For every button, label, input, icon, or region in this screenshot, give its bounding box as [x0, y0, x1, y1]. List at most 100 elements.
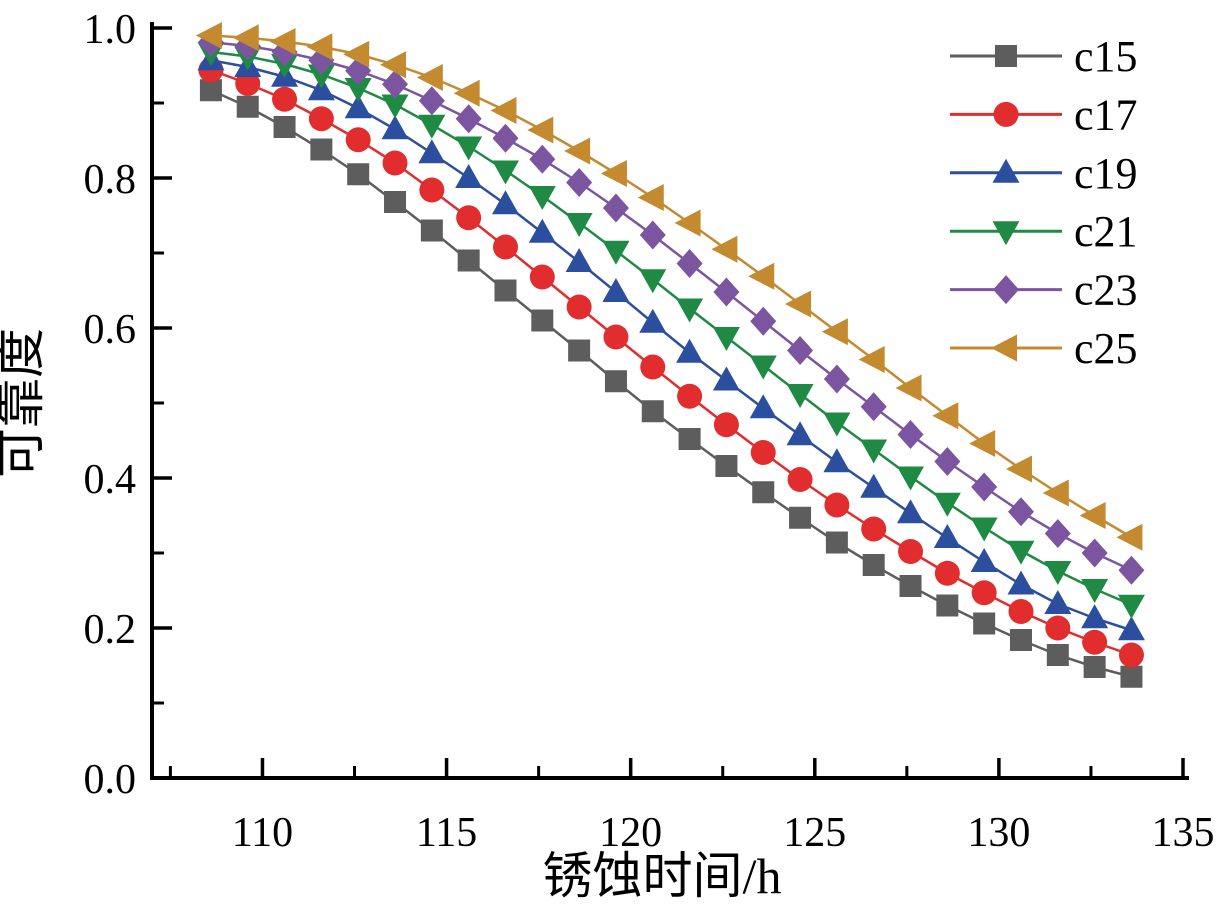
y-tick-label: 0.2 [84, 607, 137, 653]
legend-marker-c25 [991, 334, 1017, 362]
marker-c17 [1045, 615, 1071, 641]
marker-c25 [674, 209, 701, 237]
marker-c19 [1007, 570, 1035, 595]
marker-c15 [420, 219, 443, 242]
y-axis-title: 可靠度 [0, 328, 49, 478]
marker-c15 [604, 370, 627, 393]
legend-label-c15: c15 [1074, 32, 1138, 81]
marker-c21 [823, 412, 851, 437]
marker-c25 [527, 116, 554, 144]
marker-c21 [344, 78, 372, 102]
marker-c21 [418, 114, 446, 139]
marker-c23 [492, 123, 519, 153]
marker-c19 [897, 499, 925, 524]
marker-c25 [895, 374, 922, 402]
marker-c23 [418, 86, 445, 116]
marker-c23 [1081, 538, 1108, 568]
marker-c17 [677, 383, 703, 409]
marker-c21 [491, 160, 519, 185]
marker-c21 [455, 136, 483, 161]
marker-c15 [641, 400, 664, 423]
legend-marker-c23 [993, 275, 1019, 305]
marker-c17 [750, 440, 776, 465]
x-axis-title: 锈蚀时间/h [543, 848, 782, 904]
marker-c21 [860, 439, 888, 464]
marker-c23 [639, 220, 666, 250]
marker-c17 [1082, 629, 1108, 655]
marker-c21 [1044, 561, 1072, 585]
marker-c25 [564, 137, 591, 165]
legend-label-c19: c19 [1074, 149, 1138, 198]
marker-c23 [382, 69, 409, 99]
marker-c25 [306, 33, 333, 61]
marker-c23 [787, 336, 814, 365]
marker-c25 [748, 262, 775, 290]
marker-c17 [1008, 599, 1034, 624]
marker-c15 [899, 575, 922, 597]
marker-c15 [936, 594, 959, 617]
marker-c19 [1117, 616, 1145, 641]
series-c17 [198, 57, 1144, 668]
marker-c25 [416, 64, 443, 91]
legend-marker-c15 [995, 45, 1017, 67]
marker-c19 [1081, 604, 1109, 629]
marker-c25 [1079, 502, 1106, 529]
marker-c17 [235, 71, 261, 96]
legend-label-c25: c25 [1074, 324, 1138, 373]
marker-c25 [969, 430, 996, 457]
marker-c15 [457, 249, 480, 272]
marker-c15 [310, 138, 333, 161]
marker-c17 [566, 294, 592, 320]
marker-c23 [602, 193, 629, 223]
axis-layer: 110 115 120 125 130 135 0.0 0.2 0.4 0.6 0.8 1.0 [84, 7, 1215, 856]
marker-c17 [308, 106, 334, 132]
marker-c25 [453, 79, 480, 107]
marker-c15 [199, 79, 222, 102]
marker-c25 [232, 24, 259, 52]
marker-c21 [676, 298, 704, 323]
marker-c15 [1083, 656, 1106, 678]
marker-c25 [490, 97, 517, 124]
x-tick-label: 135 [1152, 810, 1215, 856]
marker-c19 [639, 308, 667, 333]
marker-c15 [273, 116, 296, 138]
marker-c17 [456, 205, 482, 231]
marker-c19 [676, 338, 704, 363]
y-tick-label: 0.6 [84, 307, 137, 353]
x-tick-label: 120 [599, 810, 662, 856]
marker-c15 [1046, 644, 1069, 666]
marker-c23 [566, 168, 593, 197]
marker-c25 [932, 402, 959, 430]
series-c21 [197, 42, 1145, 619]
marker-c21 [307, 64, 335, 89]
legend-item-c17: c17 [950, 90, 1138, 139]
marker-c17 [419, 177, 445, 203]
marker-c21 [749, 355, 777, 380]
legend: c15 c17 c19 c21 c23 c25 [950, 32, 1138, 373]
marker-c15 [973, 612, 996, 635]
marker-c15 [1120, 665, 1143, 688]
marker-c23 [676, 249, 703, 278]
marker-c25 [858, 346, 885, 373]
marker-c23 [1118, 555, 1145, 585]
marker-c23 [750, 306, 777, 336]
marker-c21 [897, 466, 925, 491]
marker-c25 [637, 184, 664, 211]
marker-c19 [418, 139, 446, 164]
marker-c19 [749, 394, 777, 419]
marker-c21 [786, 384, 814, 408]
series-c25 [195, 22, 1143, 551]
marker-c15 [236, 95, 259, 118]
legend-marker-c21 [992, 221, 1020, 246]
legend-item-c25: c25 [950, 324, 1138, 373]
marker-c19 [786, 421, 814, 446]
marker-c21 [970, 517, 998, 542]
marker-c17 [824, 492, 850, 518]
marker-c21 [1081, 579, 1109, 603]
marker-c21 [712, 327, 740, 351]
marker-c17 [345, 127, 371, 153]
marker-c15 [494, 279, 517, 302]
marker-c17 [272, 86, 298, 112]
marker-c15 [752, 481, 775, 504]
